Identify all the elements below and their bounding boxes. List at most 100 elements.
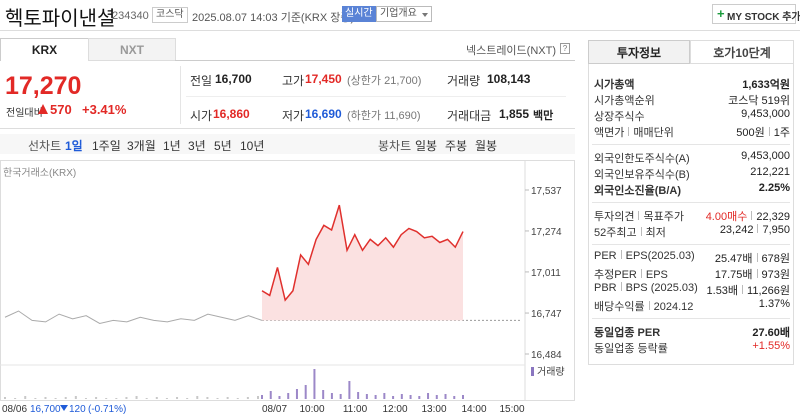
volume-bar (95, 397, 98, 399)
x-tick-label: 14:00 (461, 404, 486, 415)
candle-tab[interactable]: 일봉 (415, 139, 438, 153)
volume-bar (165, 398, 168, 399)
volume-bar (261, 395, 263, 399)
my-stock-button[interactable]: + MY STOCK 추가 (712, 4, 800, 24)
summary-value: 16,860 (213, 107, 250, 121)
info-value-part: 212,221 (750, 166, 790, 178)
group-divider (592, 318, 790, 319)
period-tab[interactable]: 1주일 (92, 139, 121, 153)
info-label-part: 외국인한도주식수(A) (594, 153, 690, 165)
volume-bar (278, 396, 281, 399)
info-tab-active[interactable]: 투자정보 (588, 40, 690, 64)
period-tab[interactable]: 1년 (163, 139, 181, 153)
x-tick-label: 08/07 (262, 404, 287, 415)
summary-note: (하한가 11,690) (347, 110, 421, 122)
period-tab[interactable]: 5년 (214, 139, 232, 153)
help-icon: ? (560, 43, 570, 54)
up-arrow (38, 104, 48, 114)
volume-bar (339, 394, 342, 399)
market-badge: 코스닥 (152, 7, 188, 23)
info-tab[interactable]: 호가10단계 (690, 40, 794, 64)
header-divider (0, 30, 800, 31)
volume-bar (236, 398, 239, 399)
volume-bar (125, 397, 128, 399)
x-tick-label: 11:00 (343, 404, 368, 415)
change-rate: +3.41% (82, 102, 127, 117)
period-tab[interactable]: 1일 (65, 139, 83, 153)
volume-bar (34, 398, 37, 399)
info-value: 25.47배 678원 (715, 250, 790, 266)
volume-bar (418, 396, 421, 399)
summary-note: (상한가 21,700) (347, 75, 422, 87)
volume-bar (427, 393, 430, 399)
change-label: 전일대비 (6, 108, 43, 119)
separator (742, 285, 744, 294)
nxt-link[interactable]: 넥스트레이드(NXT) (465, 45, 556, 57)
y-tick-label: 16,484 (531, 350, 562, 361)
volume-bar (105, 398, 108, 399)
summary-label: 전일 (190, 74, 213, 88)
y-tick-label: 17,011 (531, 268, 561, 279)
x-tick-label: 13:00 (421, 404, 446, 415)
info-value-part: 25.47배 (714, 253, 753, 265)
summary-value: 108,143 (487, 72, 531, 86)
timestamp: 2025.08.07 14:03 기준(KRX 장중) (192, 12, 355, 24)
tab-nxt[interactable]: NXT (88, 38, 176, 61)
volume-label: 거래량 (537, 366, 565, 378)
info-value-part: 17.75배 (714, 269, 753, 281)
volume-bar (14, 398, 17, 399)
info-value-part: 1.37% (758, 298, 790, 310)
company-overview-button[interactable]: 기업개요 (376, 6, 432, 22)
volume-bar (4, 397, 6, 399)
info-label-part: 2024.12 (653, 301, 694, 313)
x-tick-label: 15:00 (499, 404, 524, 415)
info-label-part: 목표주가 (643, 211, 684, 223)
y-tick-label: 17,274 (531, 227, 562, 238)
info-value: 212,221 (750, 166, 790, 178)
chart-frame (0, 160, 575, 401)
candle-chart-label: 봉차트 (378, 139, 412, 153)
summary-divider (180, 66, 181, 124)
separator (756, 269, 758, 278)
summary-label: 거래량 (447, 74, 481, 88)
current-price: 17,270 (5, 72, 82, 100)
info-label-part: 추정PER (594, 269, 637, 281)
separator (620, 250, 622, 259)
separator (638, 211, 640, 220)
info-label: 상장주식수 (594, 108, 645, 124)
tab-krx[interactable]: KRX (0, 38, 89, 61)
volume-bar (322, 390, 325, 399)
info-value-part: 678원 (761, 253, 790, 265)
info-value-part: 7,950 (762, 224, 790, 236)
period-tab[interactable]: 10년 (240, 139, 265, 153)
candle-tab[interactable]: 주봉 (445, 139, 468, 153)
y-tick-label: 17,537 (531, 186, 562, 197)
period-tab[interactable]: 3개월 (127, 139, 156, 153)
volume-bar (186, 398, 189, 399)
volume-bar (44, 397, 47, 399)
info-value: 500원 1주 (736, 124, 790, 140)
volume-bar (400, 394, 403, 399)
volume-bar (365, 394, 368, 399)
info-label: 52주최고 최저 (594, 224, 666, 240)
summary-value: 17,450 (305, 72, 342, 86)
stock-name: 헥토파이낸셜 (5, 8, 116, 30)
separator (757, 224, 759, 233)
info-label: 시가총액 (594, 76, 634, 92)
volume-bar (226, 397, 229, 399)
info-label-part: EPS(2025.03) (625, 250, 695, 262)
candle-tab[interactable]: 월봉 (475, 139, 498, 153)
volume-bar (135, 396, 138, 399)
volume-bar (374, 395, 377, 399)
info-label-part: EPS (645, 269, 668, 281)
info-value-part: 1.53배 (706, 285, 739, 297)
info-label-part: BPS (2025.03) (625, 282, 698, 294)
info-value-part: 코스닥 519위 (728, 95, 790, 107)
price-line (261, 204, 464, 302)
info-value: 1.37% (759, 298, 790, 310)
period-tab[interactable]: 3년 (188, 139, 206, 153)
tab-baseline (175, 60, 575, 61)
volume-bar (409, 395, 412, 399)
info-label-part: 52주최고 (594, 227, 637, 239)
volume-bar (176, 397, 179, 399)
